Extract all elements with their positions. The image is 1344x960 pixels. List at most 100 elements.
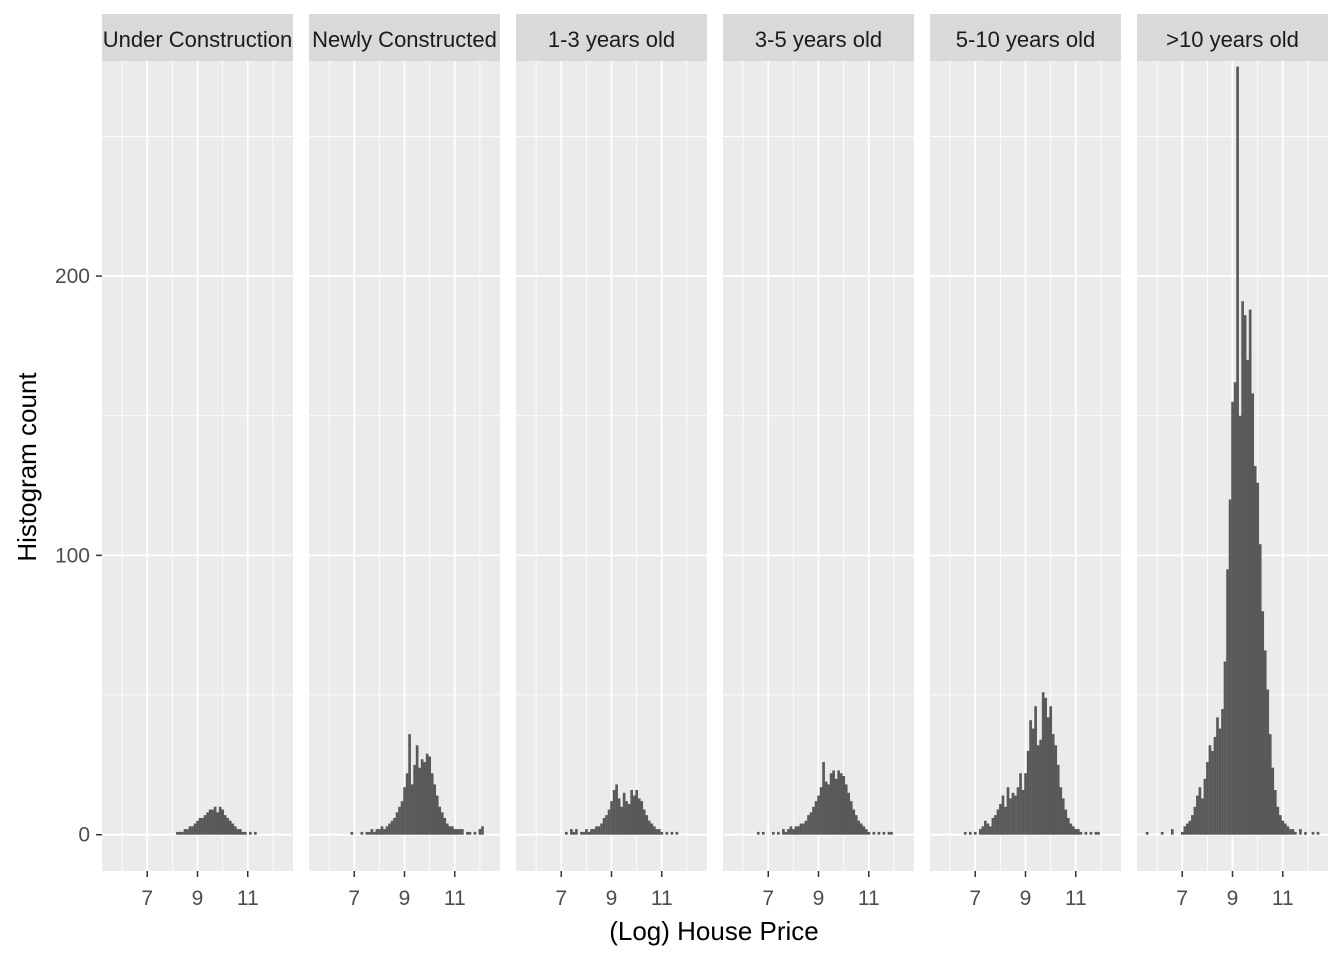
histogram-bar: [792, 829, 795, 835]
histogram-bar: [178, 831, 182, 835]
histogram-bar: [1291, 829, 1295, 835]
histogram-bar: [575, 829, 578, 835]
histogram-bar: [640, 801, 644, 835]
histogram-bar: [461, 829, 464, 835]
histogram-bar: [1044, 697, 1048, 835]
histogram-bar: [1248, 309, 1252, 835]
histogram-bar: [607, 809, 611, 835]
histogram-bar: [645, 815, 649, 835]
histogram-bar: [211, 809, 214, 835]
histogram-bar: [630, 790, 634, 835]
facet-strip-label: >10 years old: [1166, 27, 1299, 52]
histogram-bar: [198, 817, 202, 835]
x-tick-label: 11: [444, 887, 466, 910]
x-axis-title: (Log) House Price: [609, 916, 819, 946]
histogram-bar: [1311, 831, 1315, 835]
histogram-bar: [410, 784, 414, 835]
histogram-bar: [1208, 745, 1212, 835]
histogram-bar: [597, 826, 601, 835]
x-tick-label: 9: [1227, 887, 1239, 910]
histogram-bar: [368, 831, 371, 835]
histogram-bar: [1191, 815, 1194, 835]
histogram-bar: [602, 817, 606, 835]
histogram-bar: [1031, 728, 1035, 835]
histogram-bar: [201, 817, 204, 835]
histogram-bar: [238, 829, 242, 835]
histogram-bar: [1271, 767, 1275, 835]
histogram-bar: [425, 753, 429, 835]
histogram-bar: [857, 820, 861, 835]
histogram-bar: [812, 806, 815, 835]
histogram-bar: [186, 829, 189, 835]
histogram-bar: [782, 829, 785, 835]
histogram-bar: [635, 790, 639, 835]
histogram-bar: [428, 756, 432, 835]
histogram-bar: [849, 801, 853, 835]
histogram-bar: [393, 817, 396, 835]
histogram-bar: [852, 809, 856, 835]
histogram-bar: [1011, 792, 1015, 835]
histogram-bar: [1024, 773, 1027, 835]
histogram-bar: [772, 831, 775, 835]
histogram-bar: [804, 820, 808, 835]
histogram-bar: [605, 815, 608, 835]
facet-panel: Under Construction 7 9 11: [102, 14, 293, 910]
x-tick-label: 7: [348, 887, 360, 910]
histogram-bar: [647, 820, 651, 835]
facet-strip-label: 3-5 years old: [755, 27, 882, 52]
histogram-bar: [1228, 499, 1232, 835]
histogram-bar: [450, 826, 454, 835]
x-tick-label: 9: [1020, 887, 1032, 910]
histogram-bar: [650, 823, 654, 835]
histogram-bar: [221, 809, 225, 835]
histogram-bar: [981, 826, 985, 835]
histogram-bar: [390, 820, 394, 835]
histogram-bar: [375, 829, 379, 835]
histogram-bar: [789, 826, 793, 835]
histogram-bar: [829, 773, 833, 835]
histogram-bar: [675, 831, 679, 835]
histogram-bar: [809, 812, 813, 835]
histogram-bar: [784, 831, 788, 835]
histogram-bar: [241, 831, 245, 835]
histogram-bar: [652, 826, 656, 835]
histogram-bar: [862, 826, 866, 835]
histogram-bar: [1183, 826, 1187, 835]
histogram-bar: [213, 806, 217, 835]
histogram-bar: [1213, 736, 1217, 835]
facet-strip-label: Under Construction: [103, 27, 293, 52]
histogram-bar: [963, 831, 967, 835]
histogram-bar: [1253, 466, 1257, 835]
histogram-bar: [433, 784, 437, 835]
histogram-bar: [1059, 787, 1063, 835]
histogram-bar: [637, 798, 641, 835]
histogram-bar: [236, 829, 240, 835]
x-tick-label: 9: [399, 887, 411, 910]
histogram-bar: [466, 831, 469, 835]
histogram-bar: [814, 801, 818, 835]
histogram-bar: [1016, 787, 1020, 835]
histogram-bar: [1236, 66, 1239, 835]
histogram-bar: [408, 734, 411, 835]
y-axis: 0 100 200: [55, 265, 102, 847]
histogram-bar: [756, 831, 760, 835]
histogram-bar: [999, 803, 1002, 835]
histogram-bar: [761, 831, 765, 835]
histogram-bar: [973, 831, 977, 835]
histogram-bar: [365, 831, 369, 835]
y-tick-label: 0: [78, 824, 90, 847]
x-tick-label: 7: [969, 887, 981, 910]
histogram-bar: [218, 806, 222, 835]
histogram-bar: [834, 778, 838, 835]
histogram-bar: [183, 829, 187, 835]
histogram-bar: [233, 826, 237, 835]
histogram-bar: [1278, 815, 1282, 835]
histogram-bar: [854, 815, 858, 835]
histogram-bar: [807, 815, 810, 835]
histogram-bar: [1206, 762, 1209, 835]
histogram-bar: [592, 829, 596, 835]
x-tick-label: 9: [192, 887, 204, 910]
histogram-bar: [388, 823, 391, 835]
histogram-bar: [887, 831, 891, 835]
histogram-bar: [642, 809, 646, 835]
